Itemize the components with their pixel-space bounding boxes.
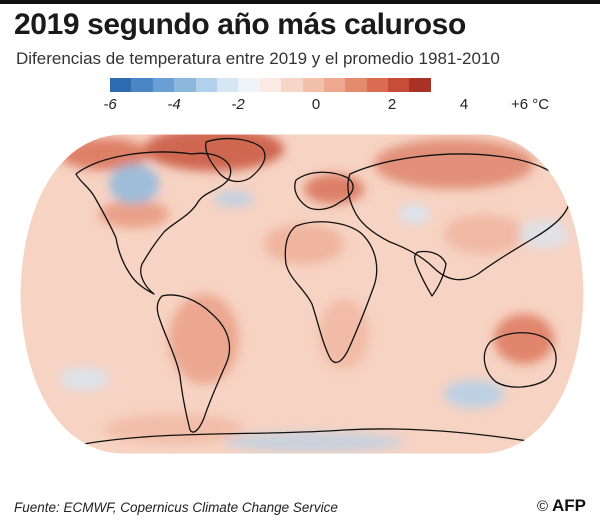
- legend-swatch: [409, 78, 431, 92]
- antarctica-outline: [83, 428, 535, 445]
- coastlines: [75, 137, 571, 445]
- legend-tick-label: -2: [231, 96, 245, 113]
- legend-swatch: [174, 78, 196, 92]
- legend-swatch: [131, 78, 153, 92]
- india-outline: [414, 250, 447, 297]
- afp-logo: © AFP: [537, 496, 586, 516]
- legend-swatch: [259, 78, 282, 92]
- copyright-symbol: ©: [536, 497, 548, 515]
- color-legend: -6 -4 -2 0 2 4 +6 °C: [103, 78, 549, 122]
- legend-swatch: [216, 78, 239, 92]
- legend-tick-label: -4: [167, 96, 181, 113]
- world-map: [14, 124, 590, 464]
- legend-swatch: [195, 78, 217, 92]
- legend-swatch: [238, 78, 260, 92]
- globe-outline: [19, 133, 585, 455]
- europe-outline: [294, 171, 354, 211]
- legend-swatch: [302, 78, 324, 92]
- legend-tick-label: 4: [459, 96, 469, 113]
- legend-tick-label: -6: [103, 96, 117, 113]
- greenland-outline: [205, 137, 266, 183]
- south-america-outline: [156, 294, 231, 433]
- australia-outline: [483, 332, 557, 388]
- legend-swatch: [345, 78, 367, 92]
- legend-swatch: [366, 78, 389, 92]
- anomaly-patches: [59, 134, 569, 452]
- north-america-outline: [75, 151, 232, 295]
- asia-outline: [347, 153, 571, 281]
- top-rule: [0, 0, 600, 4]
- legend-tick-label: +6 °C: [510, 96, 550, 113]
- chart-subtitle: Diferencias de temperatura entre 2019 y …: [16, 49, 500, 68]
- legend-swatch: [110, 78, 132, 92]
- chart-title: 2019 segundo año más caluroso: [14, 8, 466, 41]
- legend-tick-label: 0: [311, 96, 321, 113]
- legend-swatch: [388, 78, 410, 92]
- africa-outline: [284, 221, 378, 363]
- legend-swatch: [152, 78, 175, 92]
- legend-swatch: [281, 78, 303, 92]
- temperature-anomaly-map: [19, 133, 585, 455]
- legend-color-bar: [110, 78, 431, 92]
- source-note: Fuente: ECMWF, Copernicus Climate Change…: [14, 500, 338, 515]
- legend-tick-label: 2: [387, 96, 397, 113]
- legend-swatch: [323, 78, 346, 92]
- afp-wordmark: AFP: [552, 496, 586, 515]
